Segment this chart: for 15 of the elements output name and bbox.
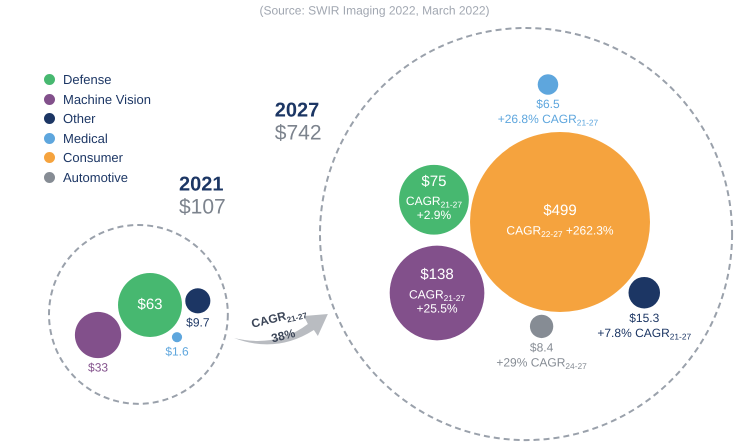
legend-label: Other bbox=[63, 111, 96, 126]
data-label: $33 bbox=[88, 360, 108, 374]
legend-label: Machine Vision bbox=[63, 92, 151, 107]
legend-label: Automotive bbox=[63, 170, 128, 185]
data-label: $63 bbox=[137, 296, 163, 314]
category-label: 2021 bbox=[178, 173, 224, 196]
legend-label: Medical bbox=[63, 130, 108, 146]
text: $107 bbox=[178, 196, 226, 219]
text: $742 bbox=[274, 122, 322, 145]
data-label: $1.6 bbox=[165, 344, 189, 359]
data-label: $9.7 bbox=[186, 316, 210, 330]
legend-label: Defense bbox=[63, 72, 112, 88]
legend-label: Consumer bbox=[63, 150, 123, 166]
category-label: 2027 bbox=[274, 99, 320, 122]
text: (Source: SWIR Imaging 2022, March 2022) bbox=[259, 3, 490, 18]
